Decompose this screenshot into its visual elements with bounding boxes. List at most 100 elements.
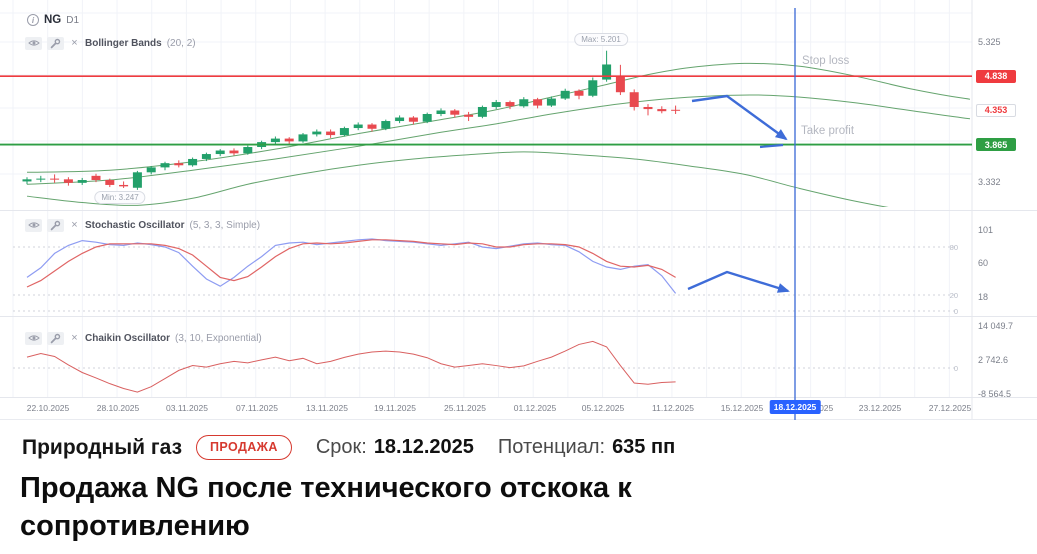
candle-body	[574, 90, 584, 96]
legend-chaikin: × Chaikin Oscillator (3, 10, Exponential…	[25, 331, 262, 345]
candle-body	[671, 109, 681, 111]
axis-tick-label: 101	[978, 225, 994, 236]
indicator-name: Bollinger Bands	[85, 37, 162, 49]
legend-stochastic: × Stochastic Oscillator (5, 3, 3, Simple…	[25, 218, 260, 232]
close-icon[interactable]: ×	[71, 218, 78, 231]
min-price-tooltip: Min: 3.247	[94, 191, 146, 204]
candle-body	[229, 150, 239, 154]
candle-body	[505, 102, 515, 107]
date-tick-label: 23.12.2025	[858, 403, 902, 413]
potential-label: Потенциал:	[497, 436, 606, 458]
term-label: Срок:	[315, 436, 367, 458]
axis-tick-label: 2 742.6	[978, 354, 1009, 365]
axis-tick-label: -8 564.5	[978, 388, 1012, 399]
close-icon[interactable]: ×	[71, 36, 78, 49]
candle-body	[270, 138, 280, 143]
candle-body	[477, 106, 487, 117]
grid-layer	[0, 0, 972, 397]
eye-icon[interactable]	[25, 36, 42, 50]
take-profit-price-badge: 3.865	[976, 138, 1016, 152]
wrench-icon[interactable]	[47, 218, 64, 232]
take-profit-label: Take profit	[801, 125, 855, 137]
candle-body	[408, 117, 418, 122]
candle-body	[284, 138, 294, 142]
annotation-arrows	[687, 94, 790, 293]
indicator-params: (3, 10, Exponential)	[175, 332, 262, 344]
date-tick-label: 22.10.2025	[26, 403, 70, 413]
candle-body	[77, 180, 87, 183]
stochastic-level-label: 20	[949, 291, 958, 300]
candle-body	[105, 180, 115, 185]
candle-body	[395, 117, 405, 122]
idea-title: Продажа NG после технического отскока к …	[20, 472, 632, 543]
annotation-arrow	[687, 270, 790, 293]
axis-tick-label: 14 049.7	[978, 320, 1014, 331]
stochastic-level-label: 80	[949, 243, 958, 252]
last-price-badge: 4.353	[976, 103, 1016, 117]
date-tick-label: 07.11.2025	[236, 403, 278, 413]
eye-icon[interactable]	[25, 331, 42, 345]
indicator-name: Chaikin Oscillator	[85, 332, 171, 344]
symbol-name[interactable]: NG	[44, 14, 62, 26]
symbol-header: i NG D1	[27, 13, 79, 27]
candle-body	[22, 179, 32, 182]
indicator-params: (20, 2)	[166, 37, 196, 49]
bollinger-bands	[26, 62, 970, 207]
date-tick-label: 01.12.2025	[513, 403, 557, 413]
date-tick-label: 28.10.2025	[96, 403, 140, 413]
info-icon[interactable]: i	[27, 14, 39, 26]
candle-body	[63, 179, 73, 183]
wrench-icon[interactable]	[47, 331, 64, 345]
candle-body	[450, 110, 460, 115]
axis-tick-label: 3.332	[978, 177, 1001, 187]
chaikin-line	[26, 340, 676, 393]
asset-name: Природный газ	[22, 435, 183, 459]
candle-body	[160, 163, 170, 168]
candle-body	[464, 114, 474, 117]
candle-body	[491, 102, 501, 107]
timeframe-label[interactable]: D1	[66, 14, 80, 26]
candle-body	[657, 109, 667, 112]
candle-body	[298, 134, 308, 142]
date-tick-label: 13.11.2025	[306, 403, 348, 413]
indicator-params: (5, 3, 3, Simple)	[189, 219, 261, 231]
candle-body	[367, 124, 377, 129]
idea-summary-row: Природный газ ПРОДАЖА Срок: 18.12.2025 П…	[0, 420, 1037, 460]
date-tick-label: 15.12.2025	[720, 403, 764, 413]
date-tick-label: 05.12.2025	[581, 403, 625, 413]
candle-body	[91, 175, 101, 181]
candle-body	[643, 106, 653, 110]
stochastic-level-label: 0	[953, 307, 958, 316]
candle-body	[215, 150, 225, 155]
max-price-tooltip: Max: 5.201	[574, 33, 628, 46]
candle-body	[146, 167, 156, 173]
candle-body	[50, 178, 60, 180]
candle-body	[560, 90, 570, 99]
wrench-icon[interactable]	[47, 36, 64, 50]
term-value: 18.12.2025	[373, 436, 474, 458]
indicator-name: Stochastic Oscillator	[85, 219, 185, 231]
candle-body	[381, 121, 391, 129]
chart-canvas[interactable]	[0, 0, 1037, 420]
candle-body	[533, 99, 543, 106]
candle-body	[546, 98, 556, 106]
axis-tick-label: 5.325	[978, 37, 1001, 47]
date-tick-label: 19.11.2025	[374, 403, 416, 413]
candle-body	[422, 114, 432, 122]
candle-body	[243, 147, 253, 154]
axis-tick-label: 60	[978, 258, 989, 268]
close-icon[interactable]: ×	[71, 331, 78, 344]
candle-body	[36, 178, 46, 180]
price-chart[interactable]: i NG D1 × Bollinger Bands (20, 2) × Stoc…	[0, 0, 1037, 420]
candle-body	[326, 131, 336, 136]
eye-icon[interactable]	[25, 218, 42, 232]
candle-body	[629, 92, 639, 107]
candles-layer	[22, 50, 681, 190]
candle-body	[188, 158, 198, 166]
candle-body	[519, 99, 529, 107]
highlighted-date-badge: 18.12.2025	[769, 400, 821, 414]
candle-body	[436, 110, 446, 115]
candle-body	[615, 76, 625, 93]
candle-body	[119, 184, 129, 187]
